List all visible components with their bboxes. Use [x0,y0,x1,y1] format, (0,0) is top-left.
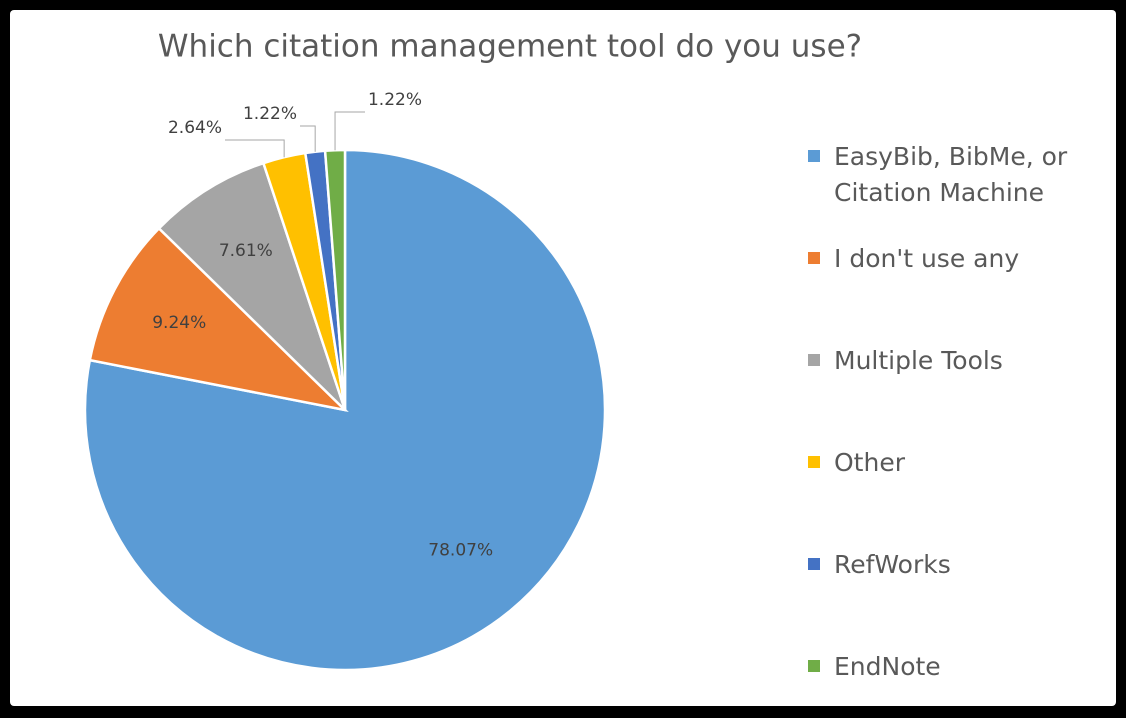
legend: EasyBib, BibMe, or Citation Machine I don… [808,130,1108,706]
legend-item: Multiple Tools [808,334,1108,436]
data-label: 1.22% [243,104,297,124]
pie-slice [88,226,349,413]
pie-slice [83,148,607,672]
legend-item: I don't use any [808,232,1108,334]
data-label: 2.64% [168,118,222,138]
legend-item: Other [808,436,1108,538]
legend-item: RefWorks [808,538,1108,640]
legend-item: EasyBib, BibMe, or Citation Machine [808,130,1108,232]
data-label: 7.61% [219,241,273,261]
legend-swatch [808,558,820,570]
leader-line [225,139,285,158]
leader-line [334,111,365,151]
pie-slice [323,148,347,411]
legend-label: Multiple Tools [834,346,1003,375]
pie-slice [157,161,347,411]
legend-swatch [808,150,820,162]
legend-item: EndNote [808,640,1108,706]
legend-swatch [808,660,820,672]
data-label: 1.22% [368,90,422,110]
chart-title: Which citation management tool do you us… [158,29,862,65]
legend-label: Other [834,448,905,477]
legend-label: EasyBib, BibMe, or Citation Machine [834,142,1068,207]
legend-label: I don't use any [834,244,1020,273]
chart-frame: Which citation management tool do you us… [10,10,1116,706]
data-label: 78.07% [428,540,493,560]
legend-swatch [808,456,820,468]
chart: Which citation management tool do you us… [83,29,862,672]
legend-label: RefWorks [834,550,951,579]
legend-swatch [808,252,820,264]
legend-label: EndNote [834,652,941,681]
data-label: 9.24% [152,313,206,333]
leader-line [300,125,316,152]
legend-swatch [808,354,820,366]
